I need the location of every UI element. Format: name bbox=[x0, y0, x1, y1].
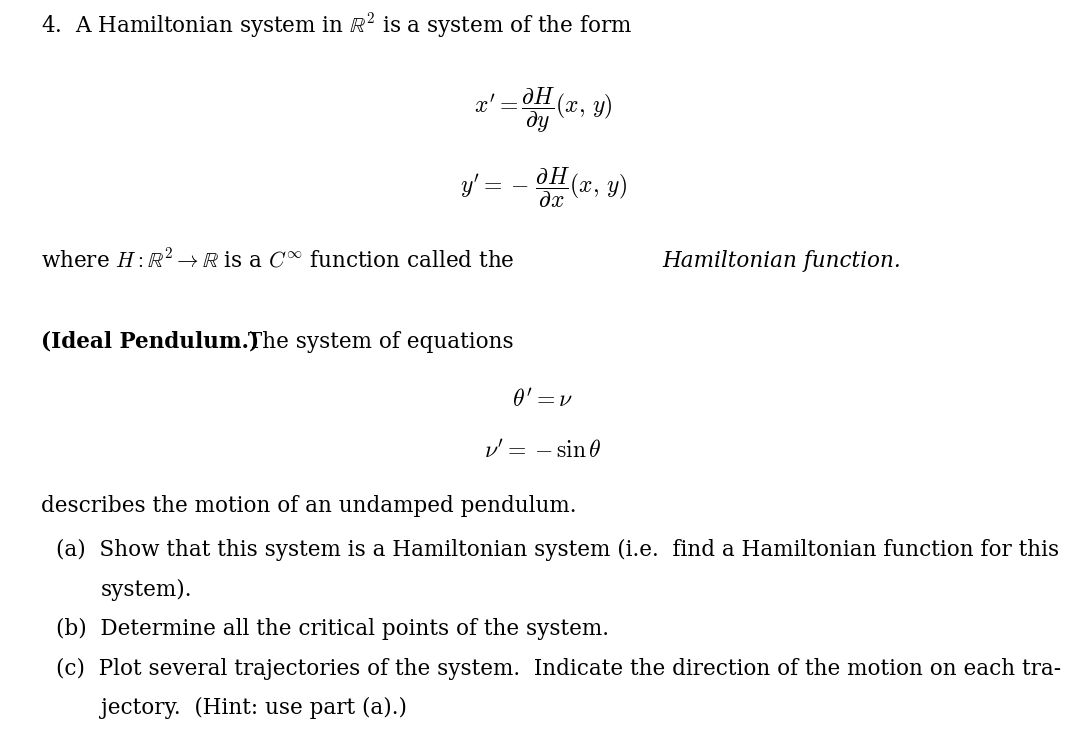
Text: Hamiltonian function.: Hamiltonian function. bbox=[662, 250, 901, 272]
Text: $\theta' = \nu$: $\theta' = \nu$ bbox=[513, 388, 573, 411]
Text: (a)  Show that this system is a Hamiltonian system (i.e.  find a Hamiltonian fun: (a) Show that this system is a Hamiltoni… bbox=[56, 539, 1060, 561]
Text: (b)  Determine all the critical points of the system.: (b) Determine all the critical points of… bbox=[56, 619, 609, 640]
Text: $x' = \dfrac{\partial H}{\partial y}(x,\, y)$: $x' = \dfrac{\partial H}{\partial y}(x,\… bbox=[473, 86, 613, 135]
Text: (Ideal Pendulum.): (Ideal Pendulum.) bbox=[41, 331, 260, 353]
Text: where $H : \mathbb{R}^2 \rightarrow \mathbb{R}$ is a $C^{\infty}$ function calle: where $H : \mathbb{R}^2 \rightarrow \mat… bbox=[41, 248, 516, 272]
Text: (c)  Plot several trajectories of the system.  Indicate the direction of the mot: (c) Plot several trajectories of the sys… bbox=[56, 658, 1062, 680]
Text: $y' = -\, \dfrac{\partial H}{\partial x}(x,\, y)$: $y' = -\, \dfrac{\partial H}{\partial x}… bbox=[459, 166, 627, 210]
Text: The system of equations: The system of equations bbox=[241, 331, 514, 353]
Text: $\nu' = -\sin\theta$: $\nu' = -\sin\theta$ bbox=[484, 439, 602, 463]
Text: jectory.  (Hint: use part (a).): jectory. (Hint: use part (a).) bbox=[101, 697, 407, 719]
Text: 4.  A Hamiltonian system in $\mathbb{R}^2$ is a system of the form: 4. A Hamiltonian system in $\mathbb{R}^2… bbox=[41, 12, 632, 40]
Text: describes the motion of an undamped pendulum.: describes the motion of an undamped pend… bbox=[41, 496, 577, 518]
Text: system).: system). bbox=[101, 579, 192, 601]
